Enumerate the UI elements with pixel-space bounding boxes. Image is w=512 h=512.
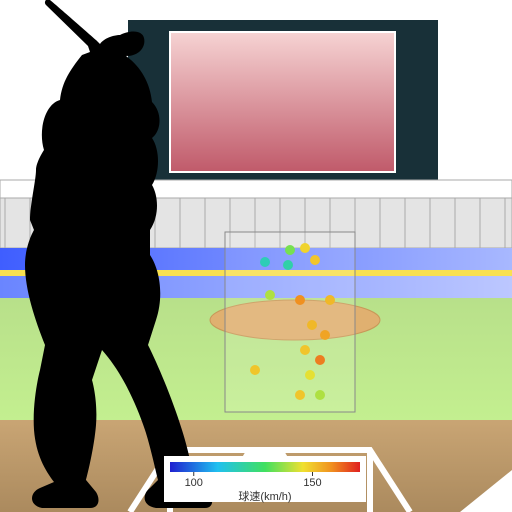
legend-tick: 150	[303, 477, 321, 489]
pitch-point	[325, 295, 335, 305]
pitch-point	[315, 355, 325, 365]
pitch-point	[310, 255, 320, 265]
pitch-point	[295, 295, 305, 305]
pitch-point	[315, 390, 325, 400]
legend-label: 球速(km/h)	[238, 489, 291, 503]
pitch-point	[300, 243, 310, 253]
pitch-point	[295, 390, 305, 400]
pitch-point	[265, 290, 275, 300]
pitch-point	[320, 330, 330, 340]
legend-tick: 100	[185, 477, 203, 489]
scoreboard-screen	[170, 32, 395, 172]
pitch-point	[250, 365, 260, 375]
pitch-point	[300, 345, 310, 355]
strike-zone	[225, 232, 355, 412]
pitch-point	[260, 257, 270, 267]
pitch-point	[285, 245, 295, 255]
pitch-point	[307, 320, 317, 330]
pitch-point	[305, 370, 315, 380]
pitch-location-chart: 100 150 球速(km/h)	[0, 0, 512, 512]
color-legend: 100 150 球速(km/h)	[164, 456, 366, 503]
pitch-point	[283, 260, 293, 270]
